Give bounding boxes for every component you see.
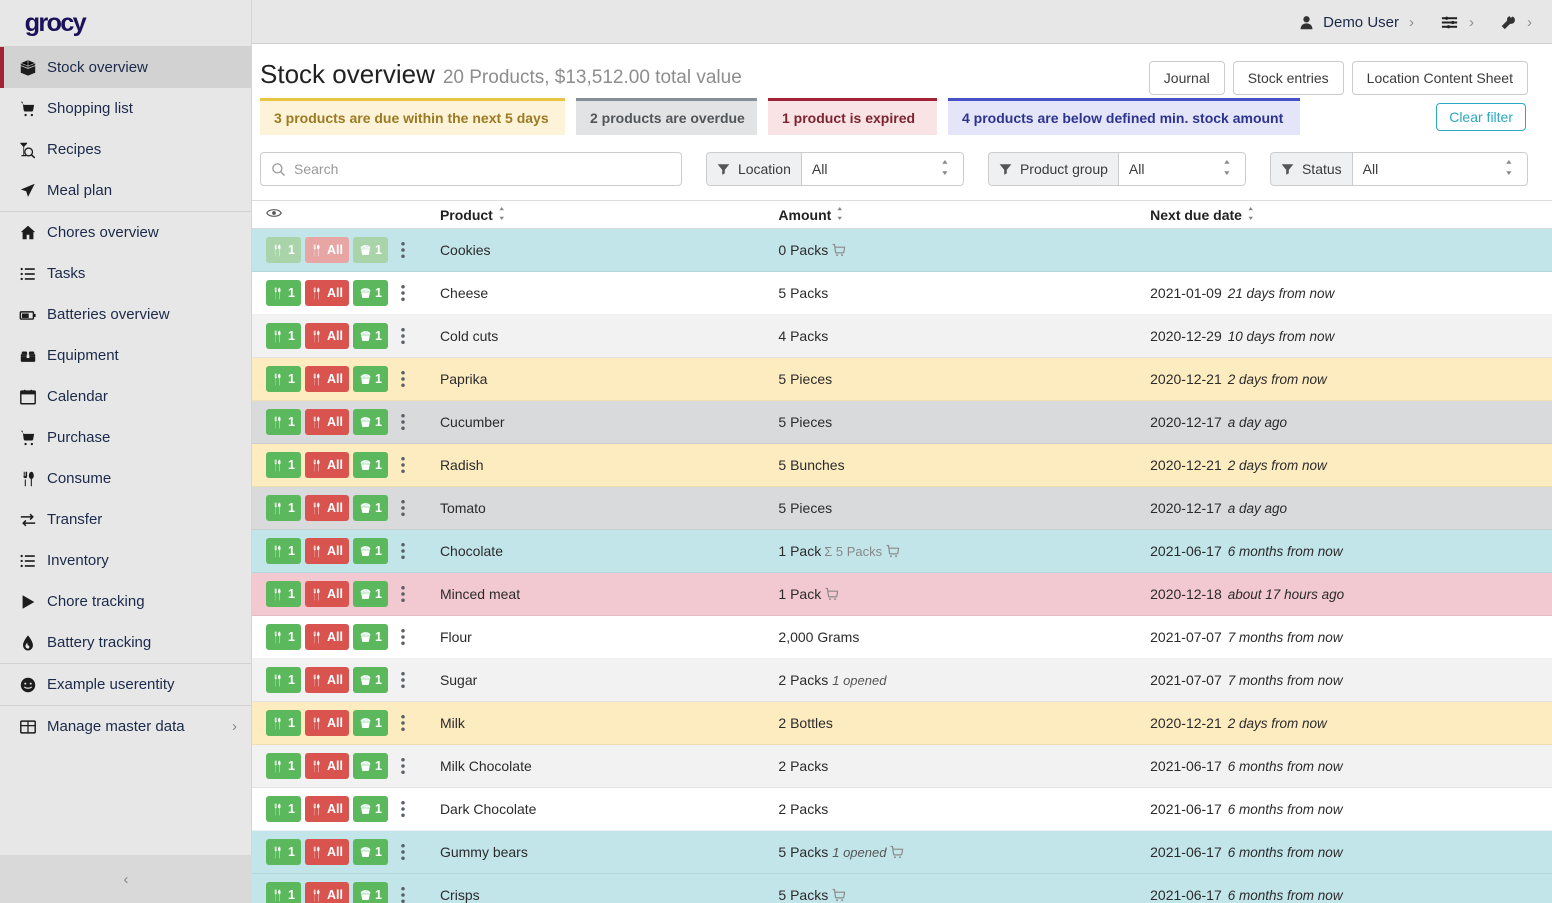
svg-text:grocy: grocy (25, 9, 87, 37)
